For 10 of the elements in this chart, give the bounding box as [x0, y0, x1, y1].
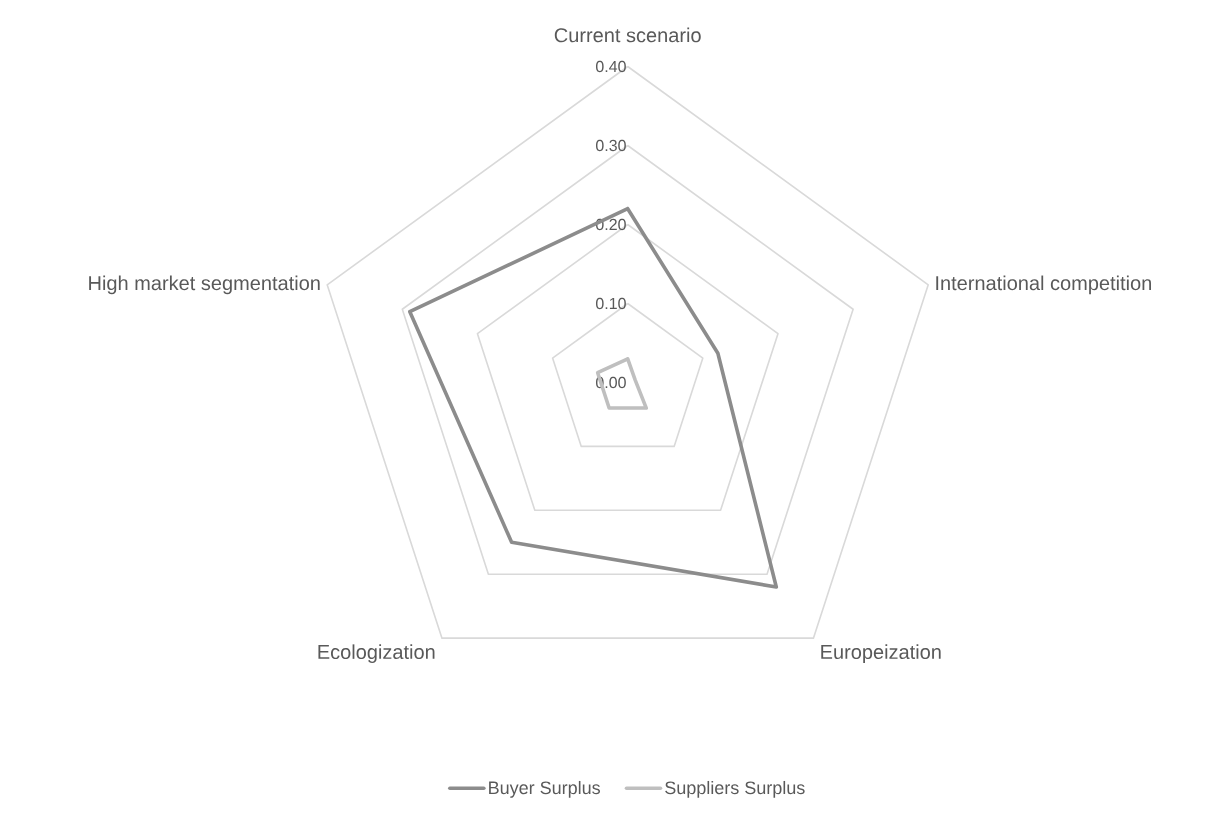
spoke-label: International competition [936, 275, 1151, 295]
y-tick-label: 0.10 [595, 297, 626, 310]
spoke-label: High market segmentation [89, 275, 320, 295]
spoke-label: Ecologization [318, 644, 435, 663]
y-tick-label: 0.30 [595, 139, 626, 152]
spoke-label: Europeization [821, 644, 941, 663]
legend-label: Buyer Surplus [489, 780, 601, 798]
y-tick-label: 0.40 [595, 60, 626, 73]
spoke-label: Current scenario [554, 27, 701, 43]
legend-label: Suppliers Surplus [665, 780, 805, 798]
